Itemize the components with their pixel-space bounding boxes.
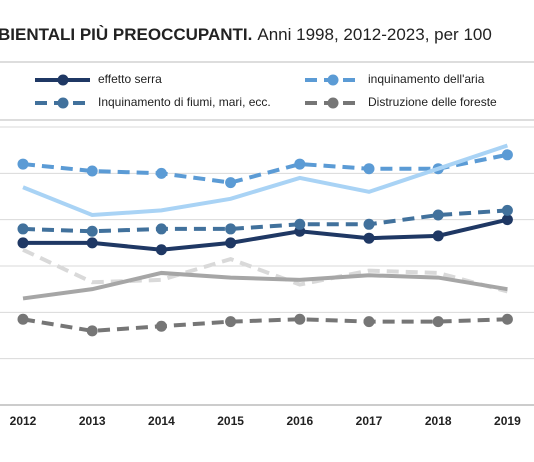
- point: [17, 223, 29, 235]
- x-tick-label: 2012: [10, 414, 37, 428]
- point: [294, 158, 306, 170]
- point: [363, 316, 375, 328]
- x-tick-label: 2019: [494, 414, 521, 428]
- legend-marker: [327, 74, 339, 86]
- legend-marker: [57, 74, 69, 86]
- point: [155, 320, 167, 332]
- point: [17, 313, 29, 325]
- chart-title: BIENTALI PIÙ PREOCCUPANTI. Anni 1998, 201…: [0, 25, 492, 44]
- point: [294, 313, 306, 325]
- legend-marker: [327, 97, 339, 109]
- x-tick-label: 2015: [217, 414, 244, 428]
- series-line: [22, 317, 508, 333]
- point: [432, 230, 444, 242]
- chart-subtitle: Anni 1998, 2012-2023, per 100: [257, 25, 491, 44]
- point: [225, 316, 237, 328]
- series-line: [22, 247, 508, 294]
- point: [155, 223, 167, 235]
- legend-box: [0, 61, 534, 121]
- point: [225, 237, 237, 249]
- legend-label: effetto serra: [98, 72, 162, 86]
- point: [363, 232, 375, 244]
- legend-label: inquinamento dell'aria: [368, 72, 485, 86]
- point: [86, 165, 98, 177]
- x-tick-label: 2016: [286, 414, 313, 428]
- series-line: [23, 217, 508, 252]
- point: [501, 214, 513, 226]
- point: [225, 177, 237, 189]
- point: [17, 158, 29, 170]
- point: [363, 218, 375, 230]
- point: [86, 225, 98, 237]
- x-tick-label: 2017: [356, 414, 383, 428]
- title-bold: BIENTALI PIÙ PREOCCUPANTI.: [0, 25, 252, 44]
- x-tick-label: 2018: [425, 414, 452, 428]
- legend-label: Inquinamento di fiumi, mari, ecc.: [98, 95, 271, 109]
- point: [501, 313, 513, 325]
- x-tick-label: 2014: [148, 414, 175, 428]
- legend-marker: [57, 97, 69, 109]
- point: [432, 316, 444, 328]
- series-line: [22, 208, 508, 234]
- series-line: [22, 270, 508, 301]
- point: [225, 223, 237, 235]
- point: [501, 204, 513, 216]
- point: [86, 325, 98, 337]
- point: [86, 237, 98, 249]
- x-tick-label: 2013: [79, 414, 106, 428]
- point: [17, 237, 29, 249]
- point: [155, 244, 167, 256]
- point: [501, 149, 513, 161]
- series-line: [22, 152, 508, 185]
- point: [155, 167, 167, 179]
- series-line: [22, 143, 509, 218]
- legend-label: Distruzione delle foreste: [368, 95, 497, 109]
- point: [432, 209, 444, 221]
- point: [294, 218, 306, 230]
- point: [363, 163, 375, 175]
